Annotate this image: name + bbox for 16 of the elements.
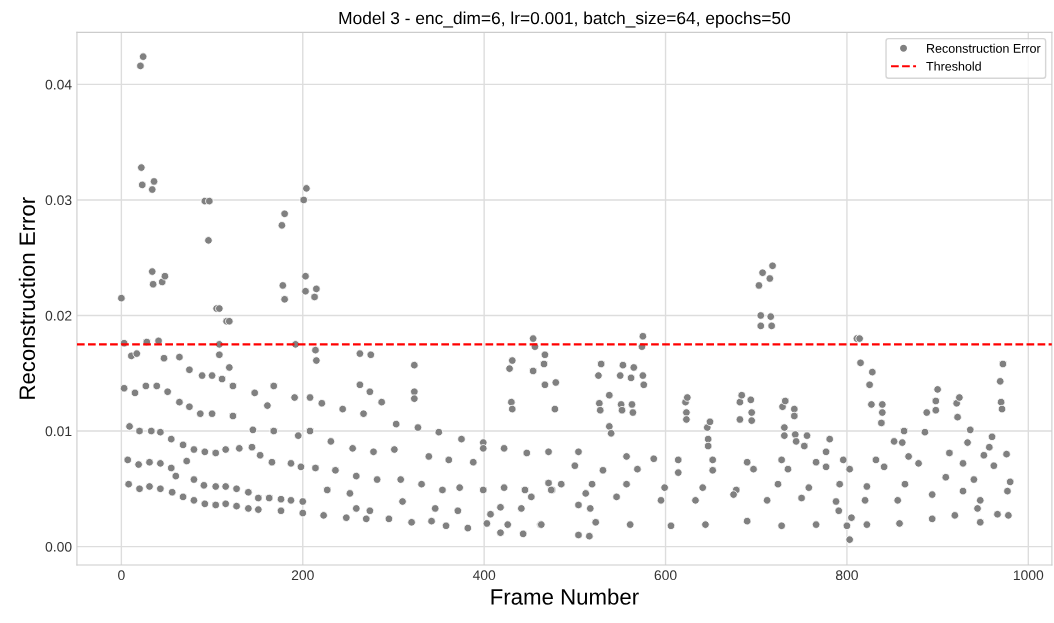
x-tick-label: 400: [472, 570, 496, 581]
y-tick-label: 0.03: [45, 195, 72, 206]
x-tick-label: 600: [654, 570, 677, 581]
x-tick-label: 800: [835, 570, 858, 581]
x-tick-label: 200: [291, 570, 314, 581]
y-tick-label: 0.00: [45, 541, 72, 552]
chart-title: Model 3 - enc_dim=6, lr=0.001, batch_size=64, epochs=50: [339, 11, 791, 28]
x-tick-label: 1000: [1013, 570, 1044, 581]
legend-label: Reconstruction Error: [927, 43, 1041, 53]
legend-label: Threshold: [926, 61, 981, 71]
y-tick-label: 0.04: [45, 79, 72, 90]
x-tick-label: 0: [118, 570, 125, 581]
x-axis-title: Frame Number: [491, 588, 639, 605]
y-axis-title: Reconstruction Error: [18, 197, 36, 399]
y-tick-label: 0.02: [45, 310, 72, 321]
y-tick-label: 0.01: [45, 426, 72, 437]
